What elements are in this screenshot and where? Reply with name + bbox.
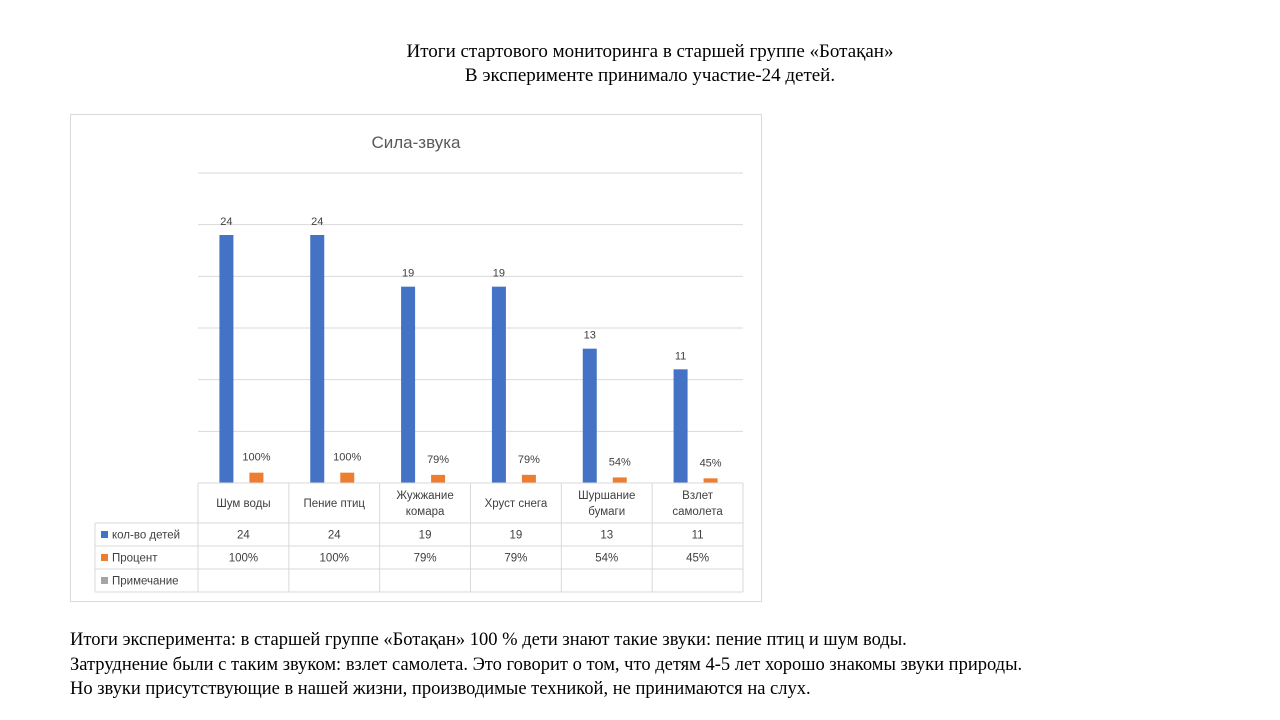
category-label: комара	[406, 506, 445, 518]
data-label-percent: 79%	[427, 454, 449, 466]
category-label: Пение птиц	[303, 498, 365, 510]
bar-percent	[249, 472, 264, 483]
bar-count	[582, 348, 597, 483]
chart-title: Сила-звука	[371, 133, 461, 152]
bar-chart: Сила-звука 24 100% 24 100% 19 79% 19 79% 13 54% 11 4…	[94, 133, 744, 593]
category-label: бумаги	[588, 506, 625, 518]
bar-percent	[612, 477, 627, 483]
report-title: Итоги стартового мониторинга в старшей г…	[406, 41, 894, 62]
table-cell-value: 24	[328, 530, 341, 542]
bar-count	[491, 286, 506, 483]
category-label: самолета	[672, 506, 723, 518]
bar-percent	[340, 472, 355, 483]
category-label: Шуршание	[578, 490, 635, 502]
legend-key	[101, 531, 108, 538]
table-cell-value: 19	[419, 530, 432, 542]
report-subtitle: В эксперименте принимало участие-24 дете…	[464, 65, 836, 86]
bar-count	[401, 286, 416, 483]
data-label-count: 19	[493, 268, 505, 280]
data-label-count: 11	[675, 350, 686, 362]
bar-percent	[521, 474, 536, 483]
data-label-percent: 100%	[333, 452, 361, 464]
conclusion-line-3: Но звуки присутствующие в нашей жизни, п…	[70, 679, 811, 699]
table-cell-value: 79%	[414, 553, 437, 565]
data-label-count: 24	[220, 216, 232, 228]
legend-label: Примечание	[112, 576, 179, 588]
data-label-count: 13	[584, 330, 596, 342]
data-label-percent: 79%	[518, 454, 540, 466]
data-label-count: 19	[402, 268, 414, 280]
conclusion-line-1: Итоги эксперимента: в старшей группе «Бо…	[70, 630, 907, 650]
table-cell-value: 79%	[504, 553, 527, 565]
report-header: Итоги стартового мониторинга в старшей г…	[0, 40, 1280, 88]
legend-key	[101, 577, 108, 584]
category-label: Взлет	[682, 490, 714, 502]
table-cell-value: 11	[692, 530, 704, 542]
legend-label: кол-во детей	[112, 530, 180, 542]
bar-count	[310, 235, 325, 483]
table-cell-value: 100%	[229, 553, 258, 565]
table-cell-value: 100%	[320, 553, 349, 565]
bar-count	[219, 235, 234, 483]
legend-label: Процент	[112, 553, 158, 565]
table-cell-value: 24	[237, 530, 250, 542]
category-label: Шум воды	[216, 498, 270, 510]
legend-key	[101, 554, 108, 561]
category-label: Хруст снега	[485, 498, 548, 510]
table-cell-value: 13	[600, 530, 613, 542]
conclusion-text: Итоги эксперимента: в старшей группе «Бо…	[70, 628, 1022, 702]
category-label: Жужжание	[396, 490, 453, 502]
data-label-percent: 100%	[242, 452, 270, 464]
table-cell-value: 54%	[595, 553, 618, 565]
table-cell-value: 45%	[686, 553, 709, 565]
bar-percent	[431, 474, 446, 483]
chart-container: Сила-звука 24 100% 24 100% 19 79% 19 79% 13 54% 11 4…	[70, 114, 762, 602]
table-cell-value: 19	[510, 530, 523, 542]
bar-count	[673, 369, 688, 483]
data-label-percent: 45%	[700, 457, 722, 469]
bar-percent	[703, 478, 718, 483]
data-label-percent: 54%	[609, 456, 631, 468]
data-label-count: 24	[311, 216, 323, 228]
conclusion-line-2: Затруднение были с таким звуком: взлет с…	[70, 654, 1023, 675]
